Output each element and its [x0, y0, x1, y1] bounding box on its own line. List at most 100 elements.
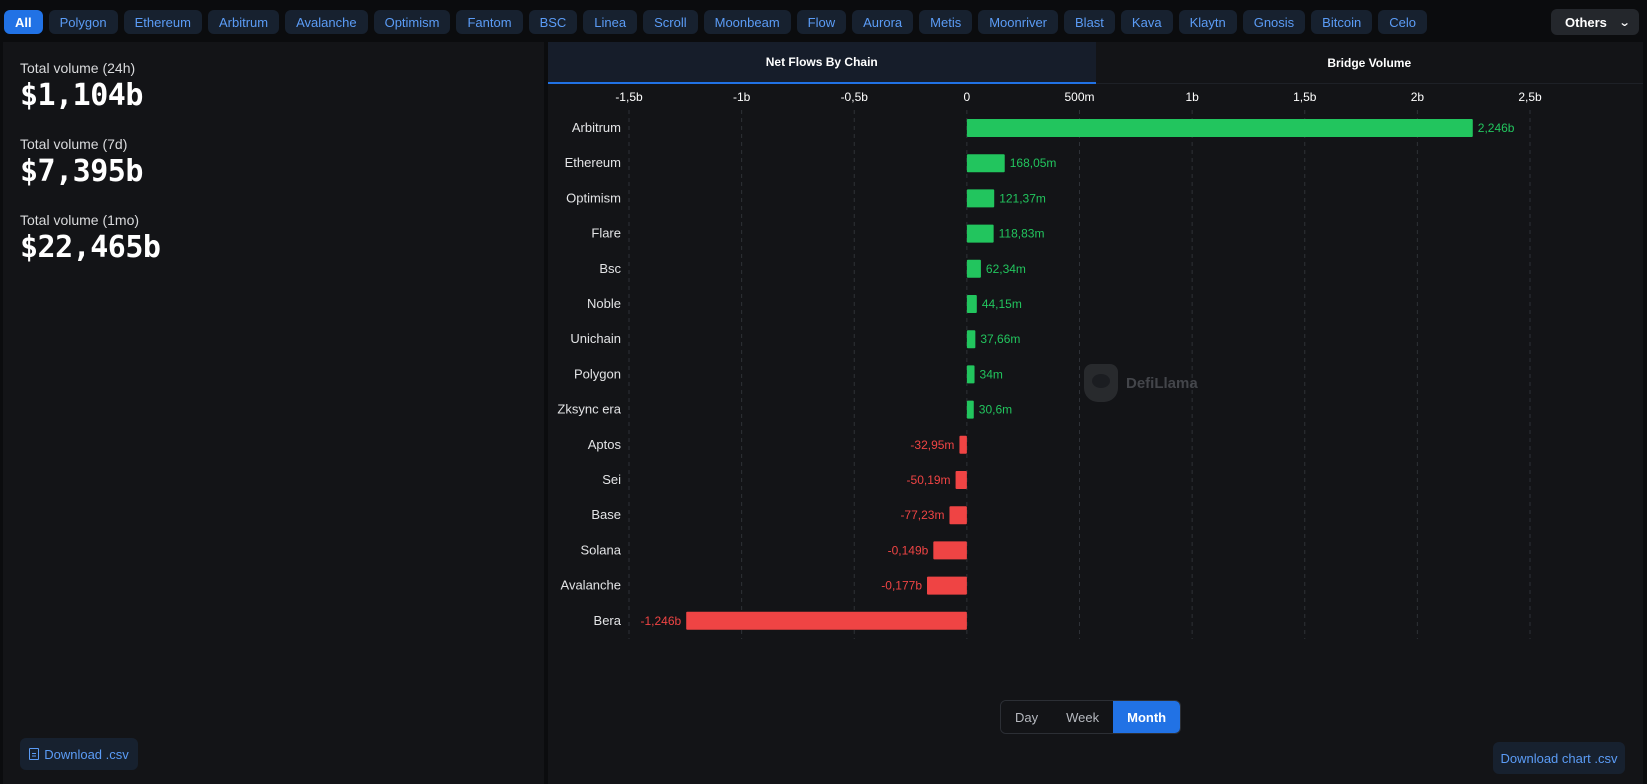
- data-label: 118,83m: [999, 227, 1045, 241]
- y-category-label: Sei: [602, 472, 621, 487]
- chain-tab-avalanche[interactable]: Avalanche: [285, 10, 368, 34]
- y-category-label: Aptos: [588, 437, 622, 452]
- stat-value: $1,104b: [20, 78, 143, 113]
- chain-tab-kava[interactable]: Kava: [1120, 10, 1173, 34]
- volume-stats-panel: Total volume (24h) $1,104b Total volume …: [3, 42, 544, 784]
- y-category-label: Optimism: [566, 190, 621, 205]
- bar: [966, 189, 995, 208]
- x-tick-label: 500m: [1064, 90, 1094, 104]
- data-label: 30,6m: [979, 403, 1012, 417]
- range-day-button[interactable]: Day: [1001, 701, 1053, 733]
- chain-tab-scroll[interactable]: Scroll: [643, 10, 698, 34]
- chain-tab-blast[interactable]: Blast: [1064, 10, 1115, 34]
- net-flows-chart: -1,5b -1b -0,5b 0 500m 1b 1,5b 2b 2,5b Arbitrum 2,…: [557, 90, 1542, 639]
- chevron-down-icon: ⌄: [1618, 16, 1631, 29]
- y-category-label: Bsc: [599, 261, 621, 276]
- stat-1mo: Total volume (1mo) $22,465b: [20, 212, 161, 265]
- chain-filter-bar: All Polygon Ethereum Arbitrum Avalanche Optim…: [0, 0, 1647, 42]
- chain-tab-polygon[interactable]: Polygon: [48, 10, 118, 34]
- data-label: 44,15m: [982, 297, 1022, 311]
- bar: [959, 435, 967, 454]
- stat-value: $7,395b: [20, 154, 143, 189]
- bar: [966, 400, 974, 419]
- bar: [966, 119, 1473, 137]
- y-category-label: Base: [591, 507, 621, 522]
- file-icon: [29, 748, 40, 760]
- data-label: -32,95m: [910, 438, 954, 452]
- bar: [927, 576, 967, 595]
- chain-tab-bitcoin[interactable]: Bitcoin: [1311, 10, 1373, 34]
- chain-tab-moonriver[interactable]: Moonriver: [978, 10, 1059, 34]
- chart-panel: Net Flows By Chain Bridge Volume -1,5b -1…: [548, 42, 1643, 784]
- stat-7d: Total volume (7d) $7,395b: [20, 136, 143, 189]
- bar: [949, 506, 967, 525]
- chain-tab-linea[interactable]: Linea: [583, 10, 638, 34]
- stat-label: Total volume (7d): [20, 136, 128, 152]
- chain-tab-celo[interactable]: Celo: [1378, 10, 1427, 34]
- data-label: 62,34m: [986, 262, 1026, 276]
- chain-tab-aurora[interactable]: Aurora: [852, 10, 914, 34]
- x-tick-label: 2,5b: [1518, 90, 1542, 104]
- y-category-label: Unichain: [570, 331, 621, 346]
- y-category-label: Flare: [591, 226, 621, 241]
- chain-tab-bsc[interactable]: BSC: [528, 10, 578, 34]
- bar: [966, 365, 975, 384]
- llama-logo-icon: [1084, 364, 1118, 402]
- range-week-button[interactable]: Week: [1052, 701, 1114, 733]
- bar: [686, 611, 967, 630]
- chain-tab-flow[interactable]: Flow: [796, 10, 847, 34]
- bar: [966, 259, 981, 278]
- time-range-toggle: Day Week Month: [1000, 700, 1182, 734]
- y-category-label: Avalanche: [561, 578, 621, 593]
- download-csv-button[interactable]: Download .csv: [20, 738, 138, 770]
- x-tick-label: -1,5b: [615, 90, 643, 104]
- chain-tab-fantom[interactable]: Fantom: [456, 10, 523, 34]
- chart-tabs: Net Flows By Chain Bridge Volume: [548, 42, 1643, 84]
- others-dropdown[interactable]: Others ⌄: [1551, 9, 1639, 35]
- bar: [955, 471, 967, 489]
- x-tick-label: -0,5b: [841, 90, 869, 104]
- bar: [933, 541, 967, 560]
- x-tick-label: -1b: [733, 90, 751, 104]
- watermark-text: DefiLlama: [1126, 374, 1198, 392]
- tab-net-flows[interactable]: Net Flows By Chain: [548, 42, 1096, 84]
- data-label: 34m: [980, 367, 1003, 381]
- data-label: -1,246b: [641, 614, 682, 628]
- others-label: Others: [1565, 14, 1607, 30]
- chain-tab-metis[interactable]: Metis: [919, 10, 973, 34]
- y-category-label: Polygon: [574, 366, 621, 381]
- stat-value: $22,465b: [20, 230, 161, 265]
- stat-label: Total volume (24h): [20, 60, 136, 76]
- x-tick-label: 2b: [1411, 90, 1425, 104]
- chain-tab-all[interactable]: All: [4, 10, 43, 34]
- data-label: 168,05m: [1010, 156, 1057, 170]
- y-category-label: Bera: [594, 613, 622, 628]
- download-chart-button[interactable]: Download chart .csv: [1493, 742, 1625, 774]
- data-label: 2,246b: [1478, 121, 1515, 135]
- chain-tab-klaytn[interactable]: Klaytn: [1178, 10, 1237, 34]
- y-category-label: Noble: [587, 296, 621, 311]
- chain-tab-moonbeam[interactable]: Moonbeam: [703, 10, 791, 34]
- chain-tabs: All Polygon Ethereum Arbitrum Avalanche Optim…: [4, 10, 1427, 34]
- range-month-button[interactable]: Month: [1113, 701, 1181, 733]
- y-category-label: Arbitrum: [572, 120, 621, 135]
- bar: [966, 330, 976, 349]
- x-tick-label: 0: [964, 90, 971, 104]
- download-csv-label: Download .csv: [44, 746, 129, 762]
- bar: [966, 224, 994, 243]
- data-label: 121,37m: [999, 191, 1046, 205]
- chain-tab-optimism[interactable]: Optimism: [373, 10, 451, 34]
- chain-tab-arbitrum[interactable]: Arbitrum: [207, 10, 280, 34]
- data-label: -0,177b: [881, 579, 922, 593]
- stat-label: Total volume (1mo): [20, 212, 140, 228]
- chain-tab-ethereum[interactable]: Ethereum: [123, 10, 202, 34]
- data-label: -77,23m: [900, 508, 944, 522]
- data-label: -0,149b: [888, 543, 929, 557]
- y-category-label: Solana: [581, 542, 622, 557]
- chain-tab-gnosis[interactable]: Gnosis: [1242, 10, 1306, 34]
- tab-bridge-volume[interactable]: Bridge Volume: [1095, 42, 1643, 84]
- x-tick-label: 1,5b: [1293, 90, 1317, 104]
- data-label: 37,66m: [980, 332, 1020, 346]
- y-category-label: Zksync era: [557, 402, 621, 417]
- watermark: DefiLlama: [1084, 364, 1198, 402]
